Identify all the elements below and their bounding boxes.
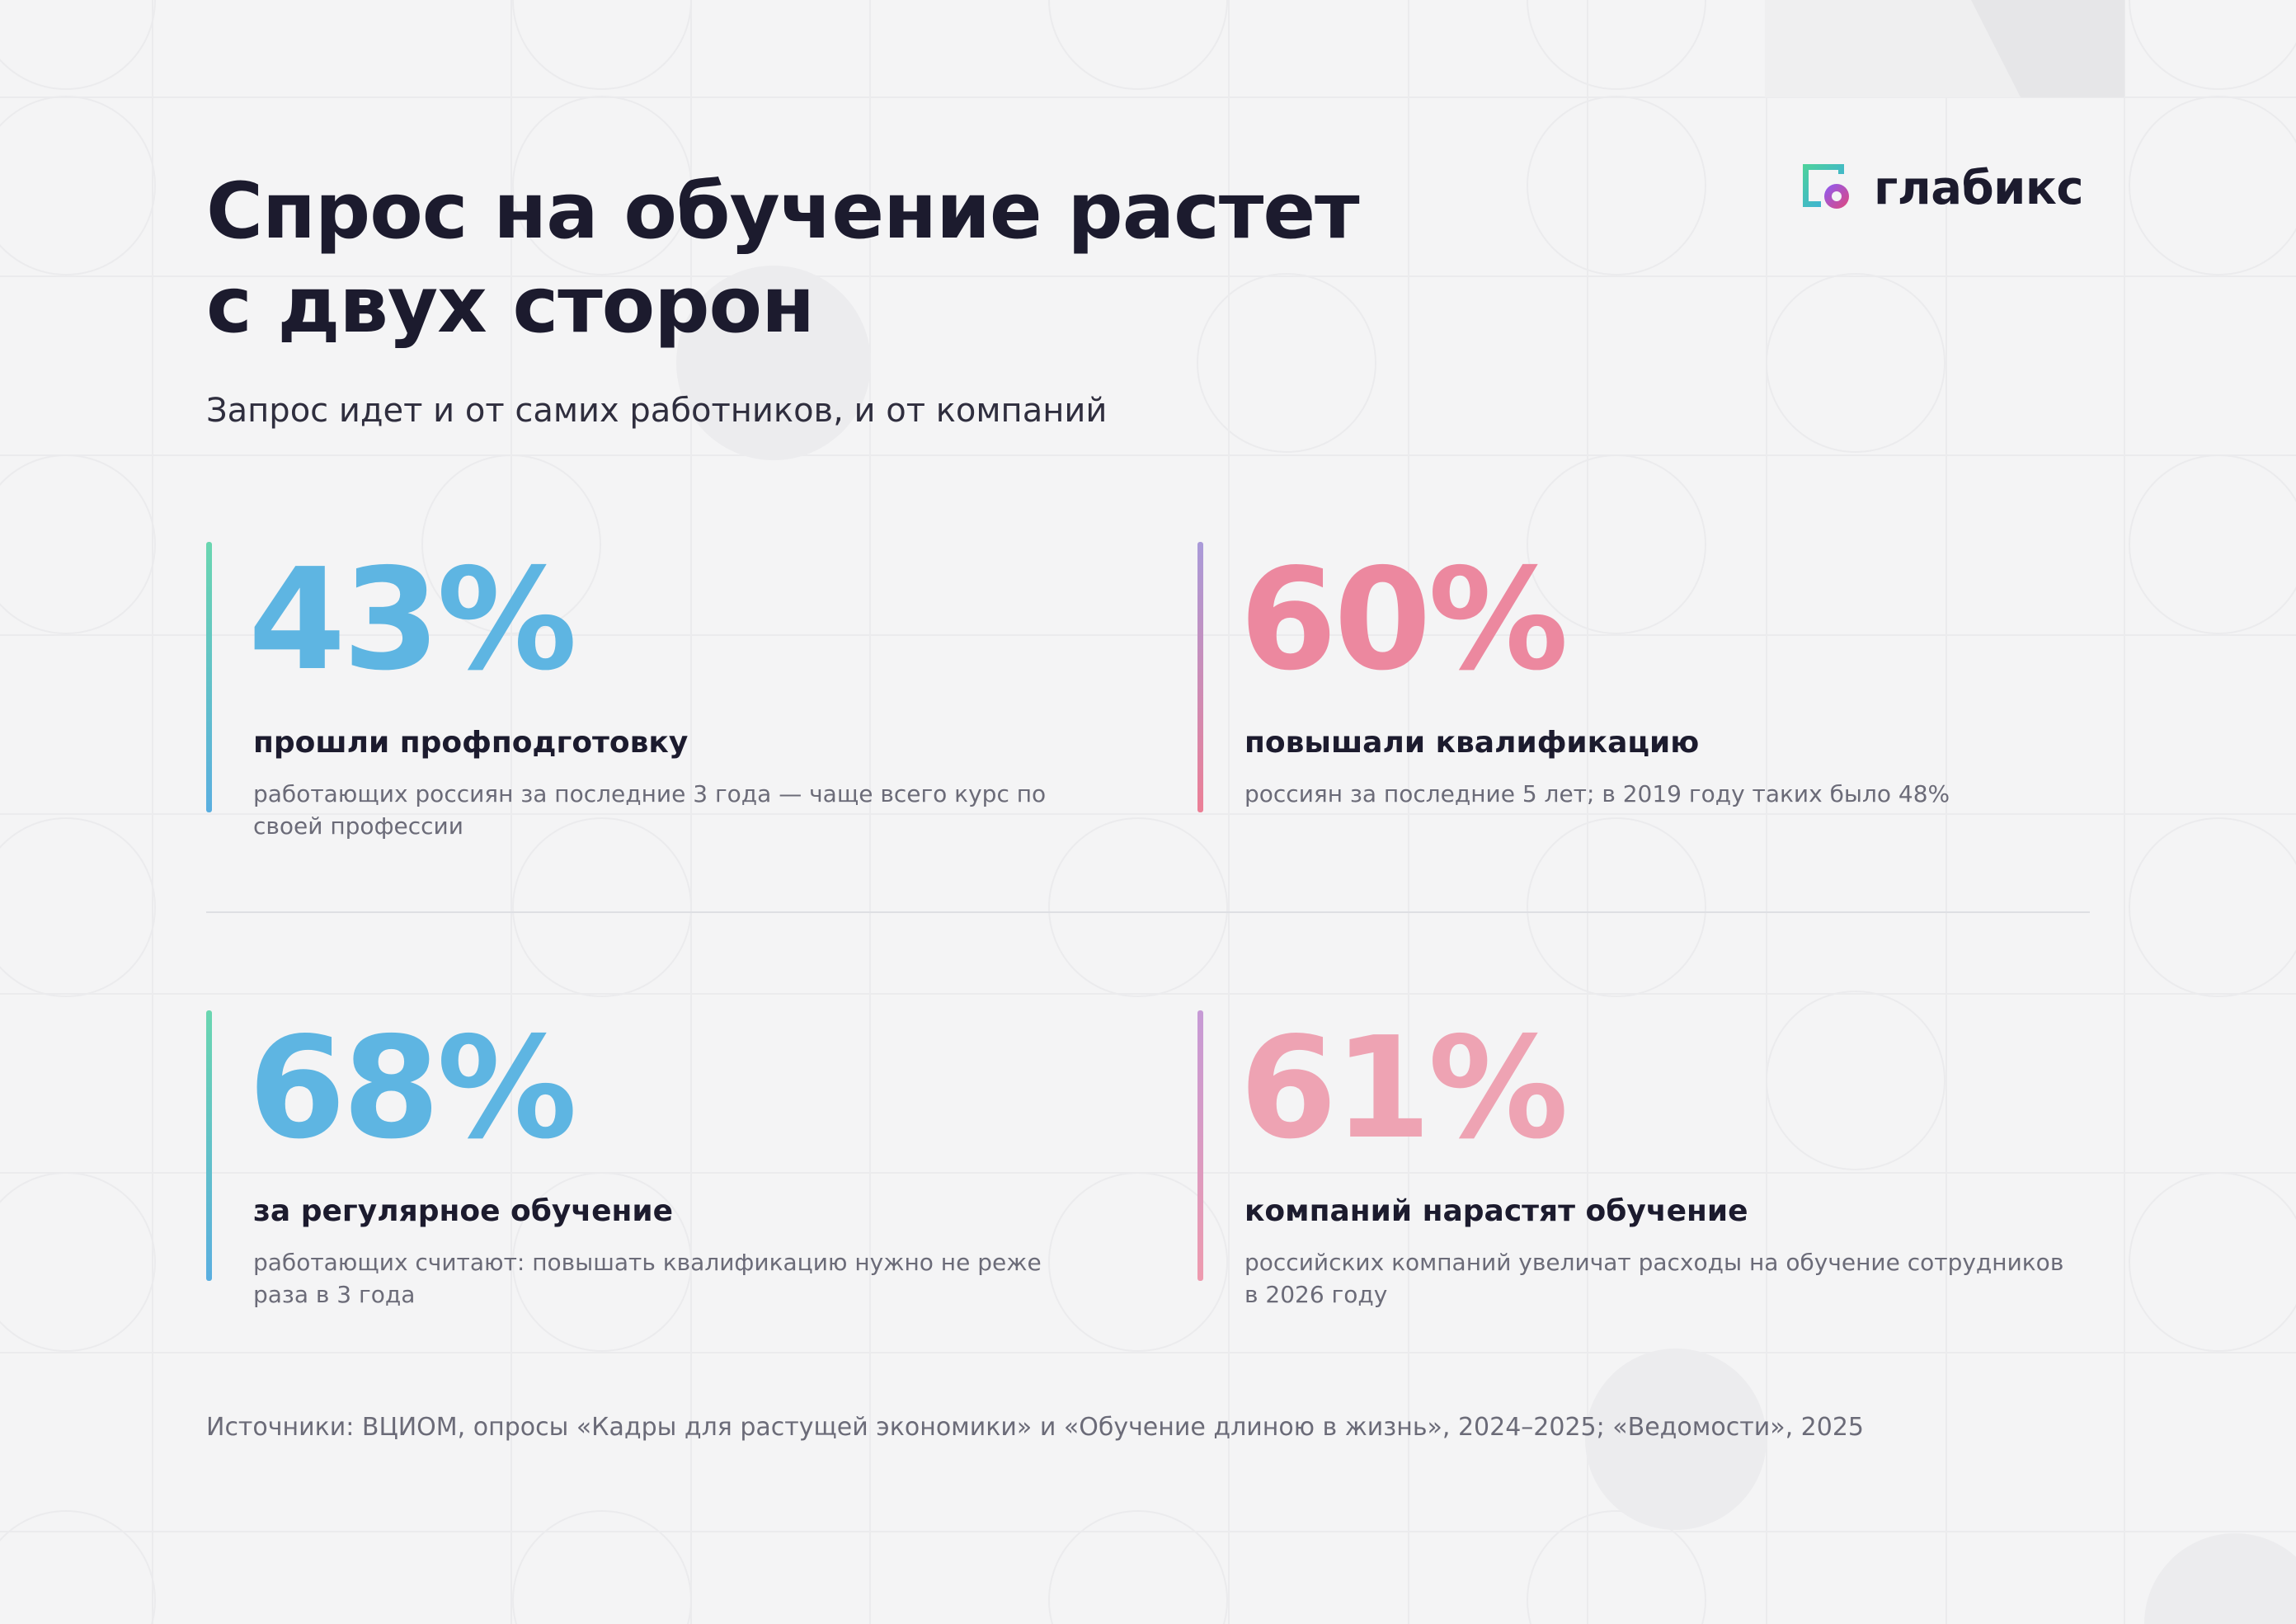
bg-circle-outline	[1048, 1510, 1228, 1624]
bg-circle-outline	[1048, 1172, 1228, 1352]
bg-circle-outline	[1527, 0, 1706, 90]
brand-logo: глабикс	[1800, 158, 2084, 218]
accent-bar	[1197, 1010, 1203, 1281]
bg-circle-outline	[1766, 273, 1945, 453]
section-divider	[206, 911, 2090, 913]
bg-circle-outline	[0, 1172, 156, 1352]
bg-circle-outline	[512, 0, 692, 90]
bg-circle-outline	[1048, 0, 1228, 90]
bg-circle-outline	[0, 454, 156, 634]
sources-footnote: Источники: ВЦИОМ, опросы «Кадры для раст…	[206, 1413, 1864, 1442]
bg-circle-outline	[1527, 454, 1706, 634]
bg-circle-outline	[2129, 96, 2296, 275]
bg-circle-outline	[1766, 991, 1945, 1170]
bg-filled-circle	[1585, 1349, 1767, 1530]
bg-circle-outline	[1048, 817, 1228, 997]
bg-corner-shape	[1971, 0, 2124, 97]
stat-label: повышали квалификацию	[1244, 726, 1700, 760]
stat-label: компаний нарастят обучение	[1244, 1194, 1748, 1228]
stat-value: 60%	[1240, 539, 1569, 702]
bg-circle-outline	[0, 0, 156, 90]
stat-description: российских компаний увеличат расходы на …	[1244, 1249, 2064, 1308]
title-line-2: с двух сторон	[206, 261, 815, 351]
page-title: Спрос на обучение растет с двух сторон	[206, 165, 1443, 353]
bg-circle-outline	[2129, 0, 2296, 90]
bg-circle-outline	[512, 817, 692, 997]
bg-circle-outline	[1527, 96, 1706, 275]
bg-circle-outline	[2129, 454, 2296, 634]
page-subtitle: Запрос идет и от самих работников, и от …	[206, 392, 1108, 430]
bg-circle-outline	[1197, 273, 1376, 453]
accent-bar	[206, 542, 212, 812]
bg-circle-outline	[512, 96, 692, 275]
bg-circle-outline	[1527, 1510, 1706, 1624]
glabix-logo-icon	[1803, 164, 1849, 209]
bg-circle-outline	[2129, 817, 2296, 997]
bg-circle-outline	[0, 1510, 156, 1624]
bg-circle-outline	[0, 96, 156, 275]
bg-circle-outline	[2129, 1172, 2296, 1352]
title-line-1: Спрос на обучение растет	[206, 167, 1360, 257]
bg-filled-circle	[676, 266, 871, 460]
stat-value: 43%	[248, 539, 577, 702]
stat-value: 61%	[1240, 1007, 1569, 1170]
bg-circle-outline	[512, 1510, 692, 1624]
bg-circle-outline	[1527, 817, 1706, 997]
stat-value: 68%	[248, 1007, 577, 1170]
stat-label: за регулярное обучение	[253, 1194, 673, 1228]
bg-circle-outline	[421, 454, 601, 634]
stat-description: работающих считают: повышать квалификаци…	[253, 1249, 1042, 1308]
bg-circle-outline	[0, 817, 156, 997]
stat-description: россиян за последние 5 лет; в 2019 году …	[1244, 780, 1950, 807]
logo-text: глабикс	[1874, 161, 2084, 215]
accent-bar	[1197, 542, 1203, 812]
accent-bar	[206, 1010, 212, 1281]
stat-description: работающих россиян за последние 3 года —…	[253, 780, 1047, 840]
bg-filled-half-circle	[2144, 1533, 2296, 1624]
bg-circle-outline	[512, 1172, 692, 1352]
stat-label: прошли профподготовку	[253, 726, 689, 760]
